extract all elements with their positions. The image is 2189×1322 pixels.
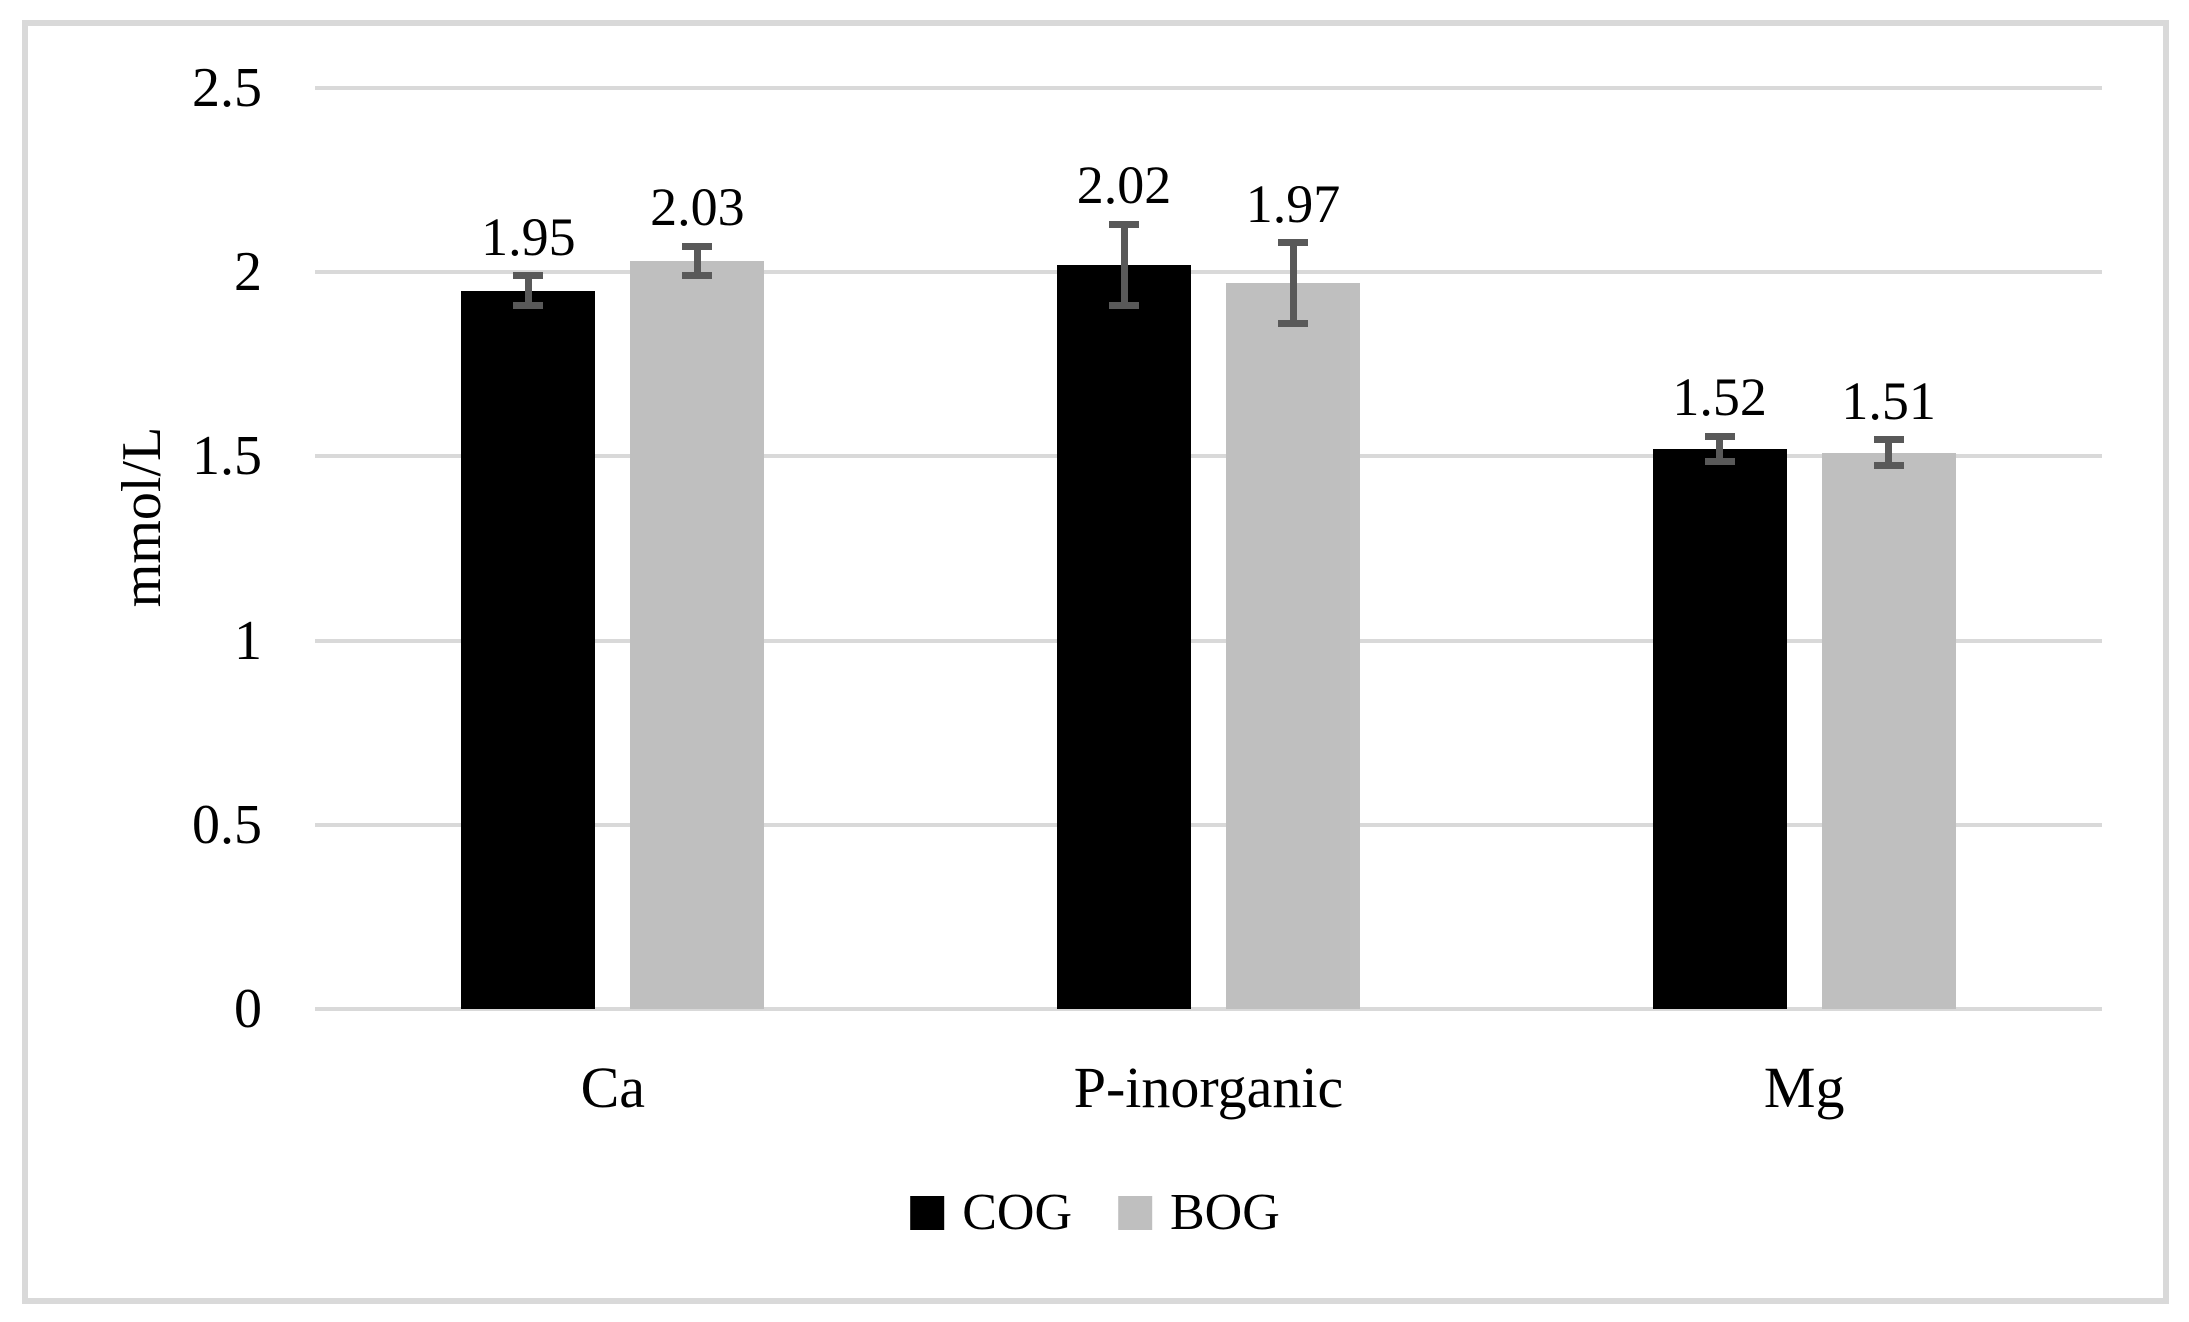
bar-cog-p-inorganic [1057,264,1191,1009]
error-bar-line-bog-p-inorganic [1289,242,1297,324]
category-label-mg: Mg [1763,1055,1845,1120]
legend-label-cog: COG [962,1184,1072,1241]
bar-bog-p-inorganic [1226,283,1360,1009]
error-bar-cap-bottom-cog-mg [1704,458,1735,466]
legend-item-bog: BOG [1118,1187,1280,1239]
error-bar-line-cog-ca [524,275,532,306]
gridline-y-0-5 [315,822,2102,827]
y-tick-label-1-5: 1.5 [192,425,262,488]
value-label-bog-ca: 2.03 [650,177,745,238]
y-tick-label-2: 2 [234,241,262,304]
error-bar-line-bog-mg [1885,439,1893,466]
error-bar-cap-bottom-bog-mg [1873,462,1904,470]
bar-bog-ca [630,261,765,1009]
bar-cog-mg [1652,449,1787,1009]
y-tick-label-2-5: 2.5 [192,57,262,119]
bar-bog-mg [1821,452,1956,1009]
legend-swatch-cog [910,1196,945,1230]
category-label-p-inorganic: P-inorganic [1073,1055,1344,1120]
gridline-y-2-5 [315,86,2102,90]
chart-frame [22,20,2169,1304]
y-axis-title: mmol/L [111,426,173,608]
gridline-y-2 [315,270,2102,275]
error-bar-cap-top-cog-p-inorganic [1109,220,1139,228]
legend-swatch-bog [1118,1196,1152,1230]
value-label-cog-p-inorganic: 2.02 [1076,155,1172,216]
gridline-y-1-5 [315,454,2102,459]
y-tick-label-0: 0 [234,978,262,1040]
category-label-ca: Ca [580,1055,646,1120]
error-bar-cap-bottom-cog-ca [513,301,544,309]
y-tick-label-0-5: 0.5 [192,793,262,856]
error-bar-cap-bottom-bog-ca [682,272,713,280]
value-label-cog-mg: 1.52 [1672,367,1767,428]
error-bar-line-cog-p-inorganic [1120,224,1128,306]
value-label-cog-ca: 1.95 [481,206,576,267]
error-bar-cap-top-cog-ca [513,272,544,280]
gridline-y-1 [315,638,2102,643]
legend-label-bog: BOG [1170,1184,1280,1241]
value-label-bog-p-inorganic: 1.97 [1245,173,1341,234]
error-bar-cap-top-bog-ca [682,242,713,250]
gridline-y-0 [315,1007,2102,1011]
error-bar-cap-top-cog-mg [1704,432,1735,440]
error-bar-cap-bottom-cog-p-inorganic [1109,301,1139,309]
legend: COG BOG [910,1187,1280,1239]
error-bar-cap-bottom-bog-p-inorganic [1278,320,1308,328]
bar-cog-ca [461,290,596,1009]
error-bar-cap-top-bog-mg [1873,436,1904,444]
legend-item-cog: COG [910,1187,1072,1239]
error-bar-line-cog-mg [1716,436,1724,462]
error-bar-cap-top-bog-p-inorganic [1278,239,1308,247]
value-label-bog-mg: 1.51 [1841,370,1936,431]
error-bar-line-bog-ca [693,246,701,276]
y-tick-label-1: 1 [234,609,262,672]
